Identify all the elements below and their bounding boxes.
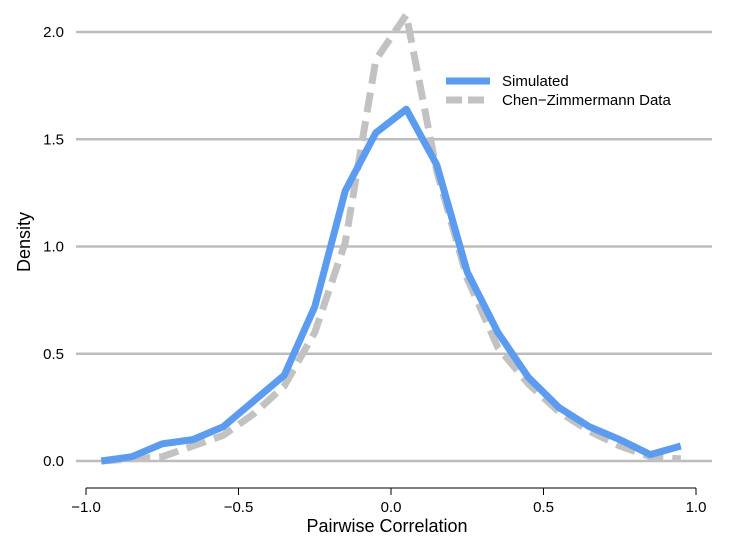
x-axis: −1.0 −0.5 0.0 0.5 1.0	[71, 487, 707, 516]
series-line-simulated	[100, 105, 682, 465]
x-tick-label: −1.0	[71, 499, 101, 516]
legend: Simulated Chen−Zimmermann Data	[446, 73, 671, 109]
y-tick-label: 1.5	[43, 131, 64, 148]
x-tick-label: 1.0	[686, 499, 707, 516]
x-tick-label: 0.0	[381, 499, 402, 516]
series-lines	[100, 11, 682, 465]
x-axis-title: Pairwise Correlation	[306, 516, 467, 536]
x-tick-label: 0.5	[533, 499, 554, 516]
y-tick-label: 1.0	[43, 239, 64, 256]
y-tick-label: 2.0	[43, 24, 64, 41]
y-axis-title: Density	[14, 212, 34, 272]
y-tick-label: 0.0	[43, 453, 64, 470]
x-tick-label: −0.5	[224, 499, 254, 516]
series-line-chen-zimmermann	[101, 11, 682, 465]
y-axis-ticks: 0.0 0.5 1.0 1.5 2.0	[43, 24, 64, 470]
legend-label-chen-zimmermann: Chen−Zimmermann Data	[502, 92, 671, 109]
legend-label-simulated: Simulated	[502, 73, 569, 90]
y-tick-label: 0.5	[43, 346, 64, 363]
grid-lines	[76, 30, 712, 463]
